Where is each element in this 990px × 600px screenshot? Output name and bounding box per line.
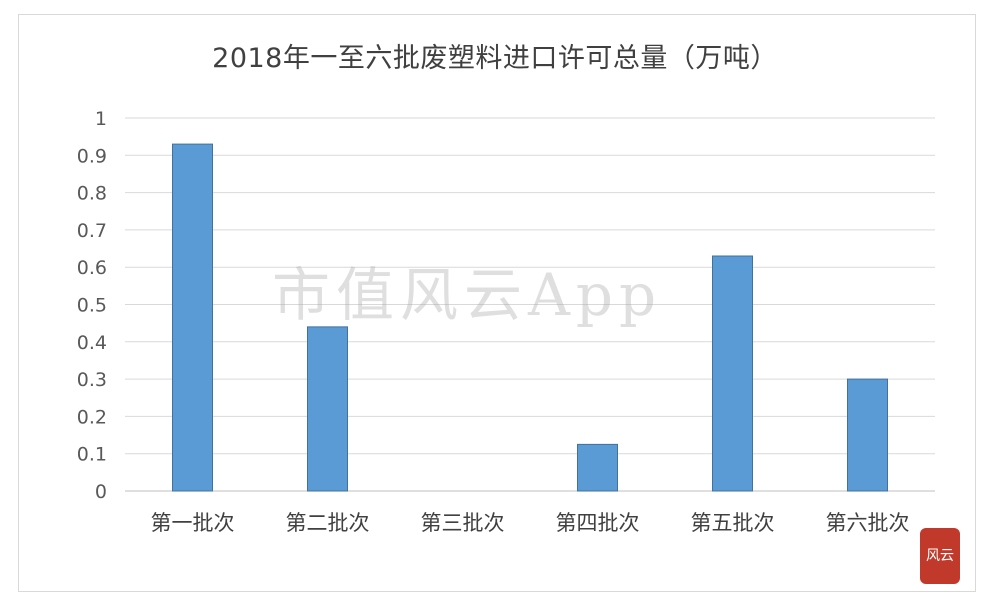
y-tick-label: 0.5: [77, 295, 107, 317]
bar: [172, 143, 213, 492]
y-tick-label: 0.9: [77, 145, 107, 167]
y-tick-label: 0.7: [77, 220, 107, 242]
bar: [577, 443, 618, 492]
y-tick-label: 0.8: [77, 183, 107, 205]
x-tick-label: 第一批次: [151, 511, 235, 535]
seal-logo: 风云: [920, 528, 960, 584]
y-tick-label: 0.2: [77, 406, 107, 428]
y-tick-label: 0.4: [77, 332, 107, 354]
x-tick-label: 第二批次: [286, 511, 370, 535]
bar: [307, 326, 348, 492]
chart-title: 2018年一至六批废塑料进口许可总量（万吨）: [212, 43, 778, 74]
x-tick-label: 第五批次: [691, 511, 775, 535]
y-tick-label: 0: [95, 481, 107, 503]
x-tick-label: 第六批次: [826, 511, 910, 535]
bar: [712, 255, 753, 492]
seal-text: 风云: [926, 548, 954, 564]
x-tick-label: 第三批次: [421, 511, 505, 535]
y-tick-label: 0.3: [77, 369, 107, 391]
y-tick-label: 0.6: [77, 257, 107, 279]
x-tick-label: 第四批次: [556, 511, 640, 535]
bar: [847, 378, 888, 492]
y-tick-label: 1: [95, 108, 107, 130]
y-tick-label: 0.1: [77, 444, 107, 466]
watermark: 市值风云App: [272, 261, 663, 329]
